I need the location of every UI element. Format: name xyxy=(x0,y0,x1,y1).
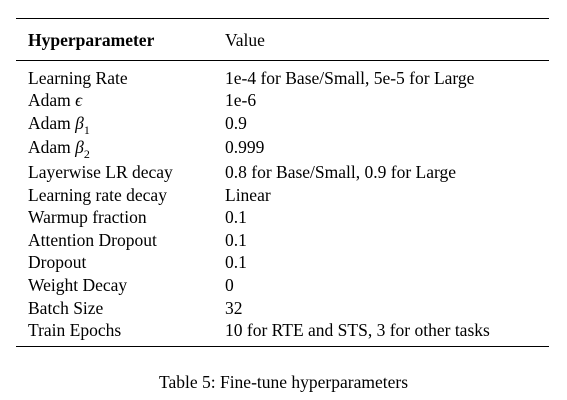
row-name-prefix: Adam xyxy=(28,90,76,111)
row-value: 0.8 for Base/Small, 0.9 for Large xyxy=(225,161,457,182)
table-row: Adam β2 0.999 xyxy=(16,136,549,161)
row-value: 32 xyxy=(225,297,243,318)
row-value: 0.1 xyxy=(225,252,247,273)
hyperparameter-table: Hyperparameter Value Learning Rate 1e-4 … xyxy=(16,18,549,347)
row-value: 1e-4 for Base/Small, 5e-5 for Large xyxy=(225,67,475,88)
table-row: Train Epochs 10 for RTE and STS, 3 for o… xyxy=(16,319,549,346)
beta-symbol: β xyxy=(75,137,84,158)
table-header-row: Hyperparameter Value xyxy=(16,19,549,60)
header-value: Value xyxy=(225,30,265,50)
table-rows: Learning Rate 1e-4 for Base/Small, 5e-5 … xyxy=(16,61,549,346)
row-value: Linear xyxy=(225,184,271,205)
table-caption: Table 5: Fine-tune hyperparameters xyxy=(158,372,409,392)
row-name: Learning rate decay xyxy=(28,184,167,205)
row-name: Dropout xyxy=(28,252,87,273)
row-name: Layerwise LR decay xyxy=(28,161,173,182)
header-hyperparameter: Hyperparameter xyxy=(28,30,155,50)
table-row: Learning Rate 1e-4 for Base/Small, 5e-5 … xyxy=(16,61,549,90)
row-name: Weight Decay xyxy=(28,274,128,295)
row-value: 0.999 xyxy=(225,137,265,158)
row-value: 1e-6 xyxy=(225,90,257,111)
row-name: Adam ϵ xyxy=(16,89,225,112)
table-row: Weight Decay 0 xyxy=(16,274,549,297)
row-value: 0.1 xyxy=(225,207,247,228)
row-name: Adam β1 xyxy=(16,112,225,137)
table-row: Warmup fraction 0.1 xyxy=(16,206,549,229)
table-row: Dropout 0.1 xyxy=(16,251,549,274)
table-bottom-rule xyxy=(16,345,549,347)
row-name: Train Epochs xyxy=(28,320,122,341)
row-name: Attention Dropout xyxy=(28,229,157,250)
row-name: Adam β2 xyxy=(16,136,225,161)
row-name: Learning Rate xyxy=(28,67,128,88)
table-row: Adam β1 0.9 xyxy=(16,112,549,137)
row-value: 0 xyxy=(225,274,234,295)
row-name: Batch Size xyxy=(28,297,104,318)
row-value: 0.9 xyxy=(225,112,247,133)
table-row: Learning rate decay Linear xyxy=(16,184,549,207)
row-value: 10 for RTE and STS, 3 for other tasks xyxy=(225,320,490,341)
table-row: Adam ϵ 1e-6 xyxy=(16,89,549,112)
table-row: Layerwise LR decay 0.8 for Base/Small, 0… xyxy=(16,161,549,184)
beta-symbol: β xyxy=(75,112,84,133)
table-body: Hyperparameter Value xyxy=(16,19,549,60)
epsilon-symbol: ϵ xyxy=(75,90,83,111)
row-name-prefix: Adam xyxy=(28,112,76,133)
beta-subscript: 1 xyxy=(83,122,90,137)
table-header-rule xyxy=(16,59,549,61)
row-name: Warmup fraction xyxy=(28,207,147,228)
row-name-prefix: Adam xyxy=(28,137,76,158)
row-value: 0.1 xyxy=(225,229,247,250)
beta-subscript: 2 xyxy=(83,147,90,162)
table-top-rule xyxy=(16,18,549,19)
table-row: Attention Dropout 0.1 xyxy=(16,229,549,252)
table-row: Batch Size 32 xyxy=(16,297,549,320)
